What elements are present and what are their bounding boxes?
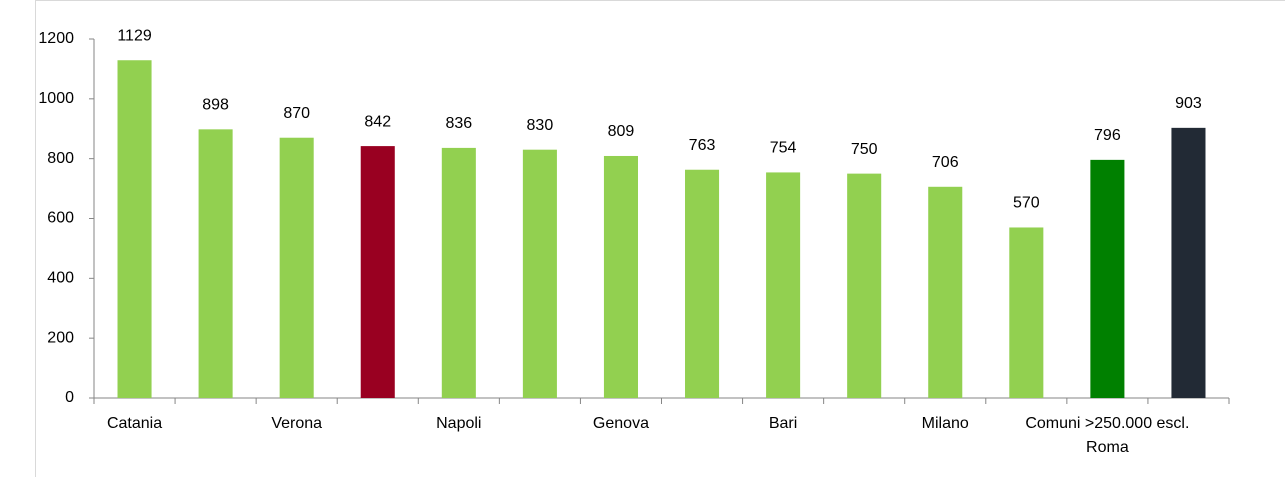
x-tick-label: Bari [768,415,798,432]
y-tick-label: 1200 [38,30,74,47]
bar [522,149,557,398]
data-label: 570 [1013,195,1040,212]
bar [279,137,314,398]
data-label: 830 [527,117,554,134]
y-tick-label: 1000 [38,90,74,107]
data-label: 706 [932,154,959,171]
x-tick-label: Catania [106,415,163,432]
bar [603,155,638,398]
data-label: 836 [445,115,472,132]
data-label: 898 [202,97,229,114]
bar [441,147,476,398]
bar [198,129,233,398]
bar [928,186,963,398]
data-label: 1129 [117,27,152,44]
chart-border [35,0,1285,477]
y-tick-label: 800 [47,150,74,167]
x-tick-label: Milano [921,415,969,432]
data-label: 903 [1175,95,1202,112]
data-label: 754 [770,140,797,157]
y-tick-label: 400 [47,270,74,287]
bar [685,169,720,398]
bar [1171,127,1206,398]
bar [847,173,882,398]
bar [1090,159,1125,398]
data-label: 809 [608,123,635,140]
bar [766,172,801,398]
y-tick-label: 200 [47,329,74,346]
x-tick-label: Comuni >250.000 escl. Roma [1025,415,1190,456]
x-tick-label: Verona [271,415,323,432]
y-tick-label: 0 [65,389,74,406]
bar [360,146,395,398]
data-label: 842 [364,113,391,130]
data-label: 763 [689,137,716,154]
bar [1009,227,1044,398]
x-tick-label: Genova [592,415,649,432]
bar [117,60,152,398]
x-tick-label: Napoli [436,415,482,432]
y-tick-label: 600 [47,210,74,227]
data-label: 796 [1094,127,1121,144]
data-label: 870 [283,105,310,122]
data-label: 750 [851,141,878,158]
